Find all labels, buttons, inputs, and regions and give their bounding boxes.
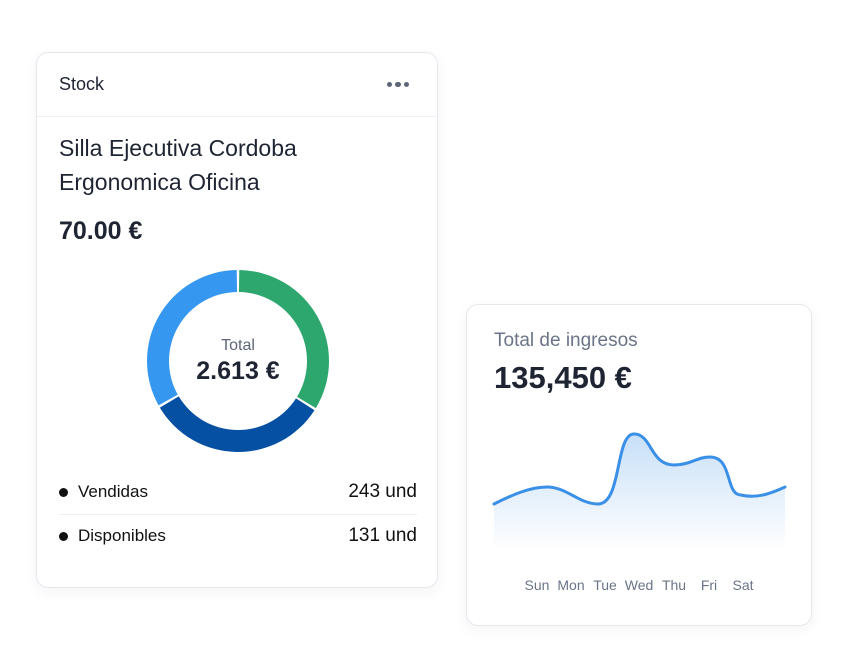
legend-value: 243 und [348,481,417,502]
more-horizontal-icon [386,81,392,88]
donut-segment-green [238,270,329,409]
stock-card-title: Stock [59,74,105,94]
x-label-fri: Fri [700,577,718,593]
more-options-button[interactable] [383,78,414,92]
donut-svg [147,270,329,452]
legend-item-disponibles: Disponibles 131 und [59,525,417,547]
donut-center-value: 2.613 € [196,356,280,385]
stock-donut-chart: Total 2.613 € [146,269,330,453]
legend-value: 131 und [348,525,417,546]
product-name: Silla Ejecutiva Cordoba Ergonomica Ofici… [59,135,297,195]
bullet-dot-icon [59,531,68,541]
bullet-dot-icon [59,487,68,497]
x-axis-labels: Sun Mon Tue Wed Thu Fri Sat [467,577,813,597]
stock-card: Stock Silla Ejecutiva Cordoba Ergonomica… [36,52,438,588]
area-line [492,432,787,506]
donut-segment-light-blue [147,270,238,406]
x-label-sun: Sun [524,577,550,593]
x-label-mon: Mon [557,577,585,593]
donut-segment-dark-blue [159,396,315,452]
x-label-thu: Thu [661,577,687,593]
donut-center: Total 2.613 € [146,269,330,453]
income-card: Total de ingresos 135,450 € Sun Mon Tue … [466,304,812,626]
legend-label: Disponibles [78,526,166,545]
product-price: 70.00 € [59,217,143,245]
area-fill [494,434,785,550]
legend-label: Vendidas [78,482,148,501]
x-label-wed: Wed [624,577,654,593]
stock-card-header: Stock [37,53,437,117]
x-label-sat: Sat [732,577,754,593]
income-value: 135,450 € [494,360,632,395]
income-title: Total de ingresos [494,330,638,351]
x-label-tue: Tue [593,577,617,593]
legend-divider [59,514,417,515]
legend-item-vendidas: Vendidas 243 und [59,481,417,503]
income-area-chart [492,432,787,550]
donut-center-label: Total [221,336,255,354]
